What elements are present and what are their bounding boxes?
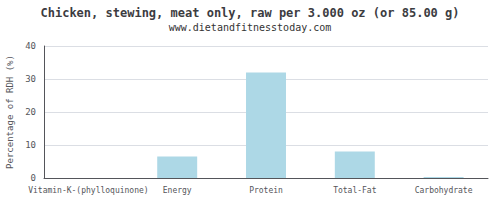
svg-text:0: 0: [31, 173, 36, 183]
svg-text:Energy: Energy: [163, 186, 192, 195]
svg-text:Total-Fat: Total-Fat: [333, 186, 377, 195]
svg-text:Protein: Protein: [249, 186, 283, 195]
svg-text:10: 10: [25, 140, 36, 150]
svg-text:Percentage of RDH (%): Percentage of RDH (%): [5, 55, 15, 169]
svg-text:Chicken, stewing, meat only, r: Chicken, stewing, meat only, raw per 3.0…: [40, 6, 459, 20]
svg-text:Carbohydrate: Carbohydrate: [415, 186, 473, 195]
svg-text:20: 20: [25, 107, 36, 117]
svg-text:40: 40: [25, 41, 36, 51]
svg-text:Vitamin-K-(phylloquinone): Vitamin-K-(phylloquinone): [28, 186, 148, 195]
svg-text:www.dietandfitnesstoday.com: www.dietandfitnesstoday.com: [169, 22, 332, 33]
svg-text:30: 30: [25, 74, 36, 84]
